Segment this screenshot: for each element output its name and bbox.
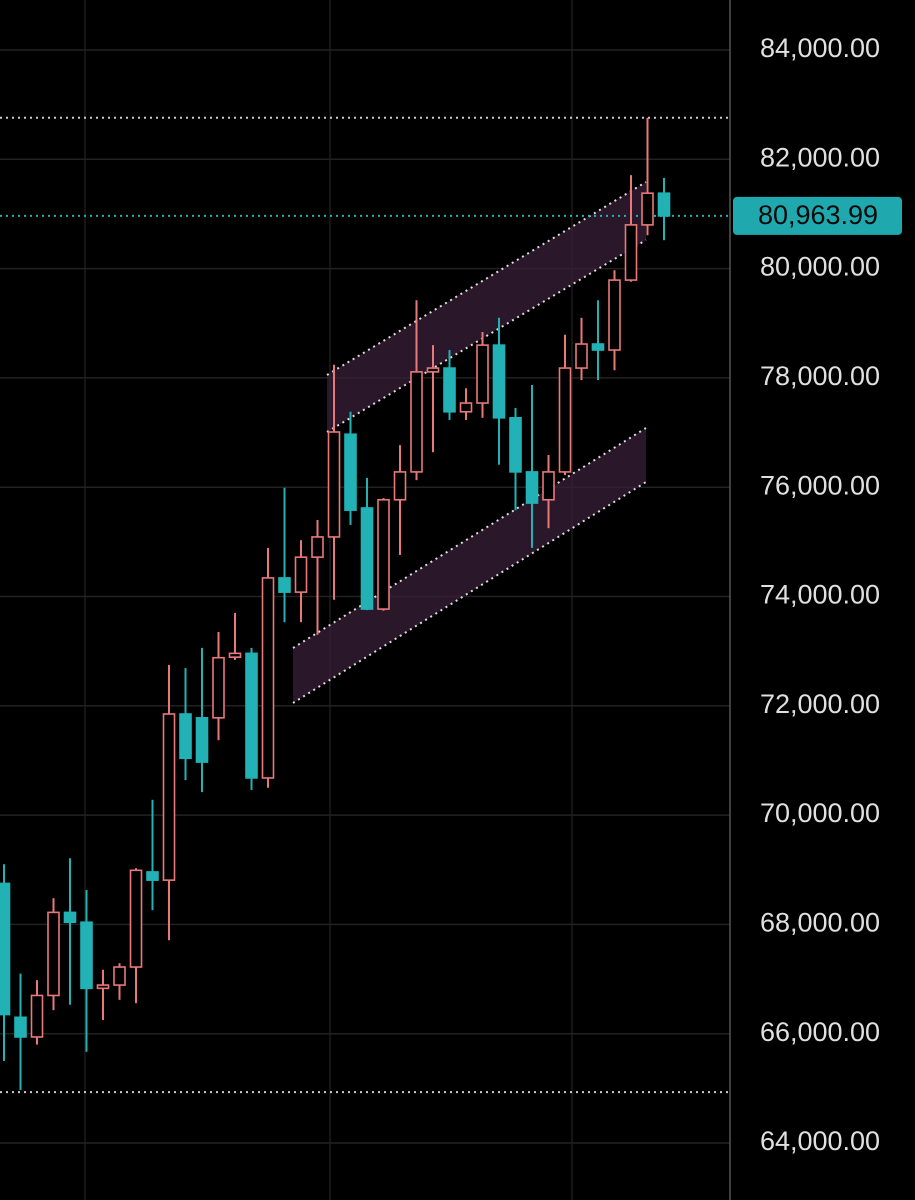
candle-body xyxy=(179,713,192,760)
candle-body xyxy=(261,577,275,779)
y-tick-label: 72,000.00 xyxy=(760,689,880,719)
candles xyxy=(0,117,671,1090)
candle-body xyxy=(63,911,77,924)
candle-body xyxy=(624,224,638,281)
y-tick-label: 78,000.00 xyxy=(760,361,880,391)
y-tick-label: 84,000.00 xyxy=(760,33,880,63)
candle-body xyxy=(575,343,588,369)
channel-line xyxy=(326,181,647,376)
y-tick-label: 68,000.00 xyxy=(760,908,880,938)
candle-body xyxy=(0,882,11,1016)
candle-body xyxy=(641,192,654,226)
time-grid xyxy=(84,0,573,1200)
y-tick-label: 64,000.00 xyxy=(760,1126,880,1156)
candle-body xyxy=(542,471,555,501)
candle-body xyxy=(509,416,522,473)
candle-body xyxy=(459,402,473,413)
y-tick-label: 76,000.00 xyxy=(760,470,880,500)
candle-body xyxy=(129,869,143,968)
candle-body xyxy=(410,371,423,473)
candle-body xyxy=(492,344,506,419)
candle-body xyxy=(146,871,159,881)
candle-body xyxy=(393,471,407,501)
y-tick-label: 66,000.00 xyxy=(760,1017,880,1047)
y-tick-label: 82,000.00 xyxy=(760,142,880,172)
last-price-box xyxy=(733,196,902,235)
channel-drawings xyxy=(292,181,647,704)
last-price-label: 80,963.99 xyxy=(758,200,878,230)
candle-body xyxy=(162,713,176,881)
candle-body xyxy=(608,279,621,351)
candle-body xyxy=(591,343,605,351)
candle-body xyxy=(476,344,489,404)
candle-body xyxy=(30,994,44,1038)
candle-body xyxy=(525,471,539,504)
channel-band xyxy=(327,182,646,432)
candle-body xyxy=(47,911,60,997)
channel-line xyxy=(326,239,647,433)
candle-body xyxy=(311,536,324,558)
candle-body xyxy=(278,577,291,593)
candle-body xyxy=(14,1016,27,1038)
candle-body xyxy=(245,652,258,779)
y-tick-label: 70,000.00 xyxy=(760,798,880,828)
candle-body xyxy=(344,433,357,511)
channel-band xyxy=(293,428,646,703)
y-tick-label: 80,000.00 xyxy=(760,252,880,282)
candle-body xyxy=(80,921,93,990)
candle-body xyxy=(294,556,308,593)
candle-body xyxy=(558,367,572,473)
candle-body xyxy=(195,717,209,763)
y-tick-label: 74,000.00 xyxy=(760,580,880,610)
candle-body xyxy=(228,652,242,658)
grid xyxy=(0,49,730,1144)
candle-body xyxy=(212,656,225,719)
candle-body xyxy=(96,984,110,990)
price-axis: 64,000.00 66,000.00 68,000.00 70,000.00 72,0… xyxy=(733,33,902,1156)
levels xyxy=(0,116,730,1094)
candle-body xyxy=(443,367,456,413)
candle-body xyxy=(113,966,126,986)
candle-body xyxy=(377,498,390,610)
candle-body xyxy=(426,367,440,373)
candle-body xyxy=(360,507,374,610)
candle-body xyxy=(657,192,671,217)
candle-body xyxy=(327,431,341,538)
